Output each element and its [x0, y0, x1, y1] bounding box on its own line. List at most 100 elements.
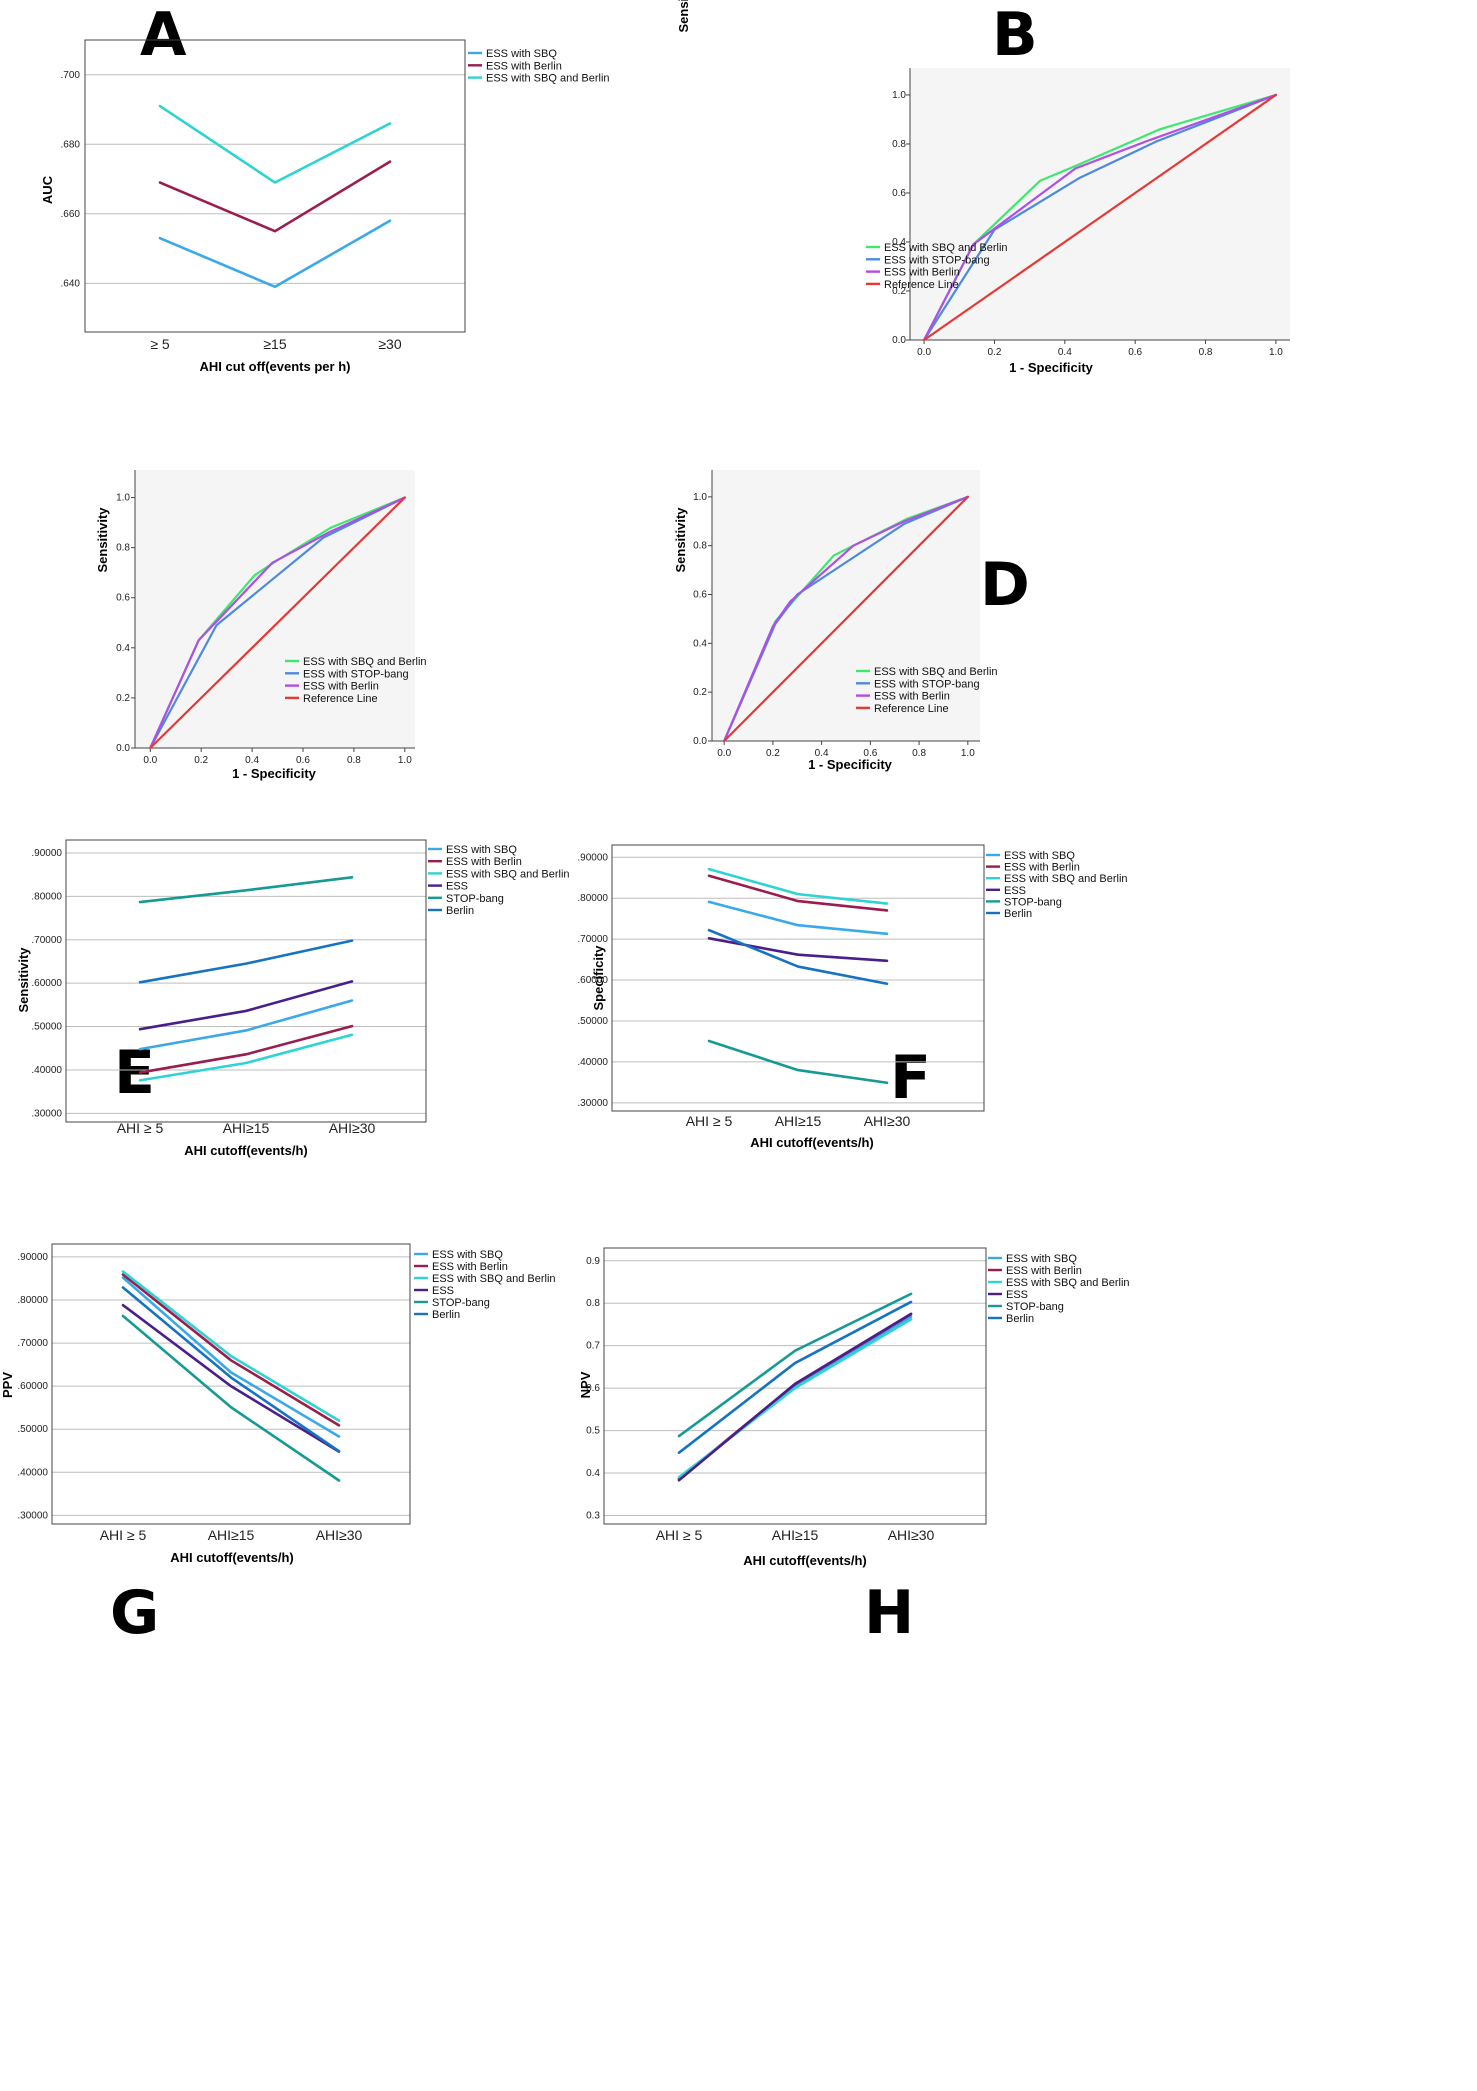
series-line-1 — [138, 999, 354, 1051]
legend-label: ESS with STOP-bang — [874, 678, 980, 690]
y-tick-label: .40000 — [17, 1467, 48, 1478]
y-tick-label: .90000 — [17, 1252, 48, 1263]
legend-label: STOP-bang — [446, 893, 504, 905]
series-line-1 — [158, 219, 392, 289]
legend-label: ESS with SBQ and Berlin — [432, 1273, 556, 1285]
panel-letter-a: A — [140, 0, 187, 70]
legend-label: STOP-bang — [432, 1297, 490, 1309]
legend-label: STOP-bang — [1006, 1301, 1064, 1313]
series-line-3 — [707, 867, 889, 905]
series-line-6 — [138, 939, 354, 984]
y-axis-title: PPV — [0, 1372, 15, 1398]
y-tick-label: .50000 — [31, 1022, 62, 1033]
legend-label: Reference Line — [884, 279, 959, 291]
y-tick-label: .40000 — [577, 1057, 608, 1068]
panel-d: D 0.0 0.2 0.4 0.6 0.8 1.0 0.0 0.2 0.4 0.6 0.8 1.0 1 … — [673, 470, 1477, 1050]
y-tick-label: 0.8 — [892, 139, 906, 150]
legend-label: ESS with STOP-bang — [884, 254, 990, 266]
series-line-5 — [677, 1292, 913, 1438]
y-tick-label: 0.4 — [586, 1468, 600, 1479]
series-line-3 — [922, 93, 1278, 342]
legend-label: Reference Line — [874, 703, 949, 715]
x-tick-label: AHI ≥ 5 — [686, 1113, 733, 1129]
legend-label: ESS with STOP-bang — [303, 668, 409, 680]
x-tick-label: ≥ 5 — [150, 336, 170, 352]
y-tick-label: .80000 — [17, 1295, 48, 1306]
legend-label: ESS with SBQ — [1006, 1253, 1077, 1265]
x-tick-label: AHI≥15 — [775, 1113, 822, 1129]
y-axis-title: AUC — [40, 175, 55, 204]
panel-b: B 0.0 0.2 0.4 0.6 0.8 1.0 0.0 0.2 0.4 0.6 0.8 1.0 1 … — [676, 0, 1477, 520]
plot-area — [712, 470, 980, 741]
x-tick-label: AHI ≥ 5 — [100, 1527, 147, 1543]
x-tick-label: 0.2 — [987, 347, 1001, 358]
y-tick-label: 0.4 — [693, 638, 707, 649]
x-tick-label: 0.8 — [912, 748, 926, 759]
y-tick-label: 1.0 — [693, 492, 707, 503]
legend-label: ESS with SBQ and Berlin — [303, 656, 427, 668]
series-line-4 — [138, 980, 354, 1031]
y-tick-label: .40000 — [31, 1065, 62, 1076]
series-line-1 — [121, 1276, 341, 1438]
plot-frame — [611, 844, 985, 1112]
legend-label: ESS with SBQ — [446, 844, 517, 856]
series-line-4 — [677, 1312, 913, 1482]
series-line-2 — [149, 496, 406, 750]
y-tick-label: .90000 — [31, 848, 62, 859]
x-tick-label: AHI≥30 — [888, 1527, 935, 1543]
y-tick-label: .70000 — [31, 935, 62, 946]
y-tick-label: .30000 — [577, 1098, 608, 1109]
plot-area — [910, 68, 1290, 340]
y-tick-label: .680 — [61, 139, 81, 150]
y-tick-label: 0.6 — [586, 1383, 600, 1394]
series-line-1 — [707, 900, 889, 936]
x-axis-title: AHI cut off(events per h) — [200, 359, 351, 374]
x-tick-label: 0.6 — [296, 755, 310, 766]
legend-label: ESS with SBQ and Berlin — [446, 868, 570, 880]
y-tick-label: 0.9 — [586, 1256, 600, 1267]
series-line-4 — [707, 937, 889, 963]
x-axis-title: 1 - Specificity — [1009, 360, 1094, 375]
panel-letter-b: B — [992, 0, 1038, 70]
y-tick-label: 0.8 — [116, 543, 130, 554]
x-tick-label: 0.6 — [863, 748, 877, 759]
legend-label: ESS with SBQ — [1004, 850, 1075, 862]
legend-label: ESS with SBQ and Berlin — [486, 73, 610, 85]
legend-label: Berlin — [432, 1309, 460, 1321]
y-tick-label: 0.5 — [586, 1426, 600, 1437]
x-axis-title: 1 - Specificity — [808, 757, 893, 772]
y-tick-label: .70000 — [577, 934, 608, 945]
y-tick-label: .640 — [61, 278, 81, 289]
series-line-2 — [707, 874, 889, 912]
legend-label: ESS with Berlin — [432, 1261, 508, 1273]
series-line-2 — [922, 93, 1278, 342]
y-tick-label: .660 — [61, 209, 81, 220]
legend-label: ESS with SBQ and Berlin — [884, 242, 1008, 254]
legend-label: Berlin — [1006, 1313, 1034, 1325]
chart-b: 0.0 0.2 0.4 0.6 0.8 1.0 0.0 0.2 0.4 0.6 0.8 1.0 1 - … — [676, 0, 1290, 375]
x-axis-title: AHI cutoff(events/h) — [750, 1135, 874, 1150]
y-tick-label: .80000 — [31, 891, 62, 902]
x-tick-label: 0.0 — [143, 755, 157, 766]
x-tick-label: 0.4 — [245, 755, 259, 766]
series-line-6 — [677, 1300, 913, 1454]
y-tick-label: 0.2 — [693, 687, 707, 698]
y-axis-title: Sensitivity — [16, 947, 31, 1013]
series-line-6 — [707, 928, 889, 986]
y-tick-label: 0.4 — [892, 237, 906, 248]
legend-label: ESS with Berlin — [486, 60, 562, 72]
series-line-2 — [121, 1273, 341, 1427]
y-tick-label: 1.0 — [116, 493, 130, 504]
x-tick-label: 0.4 — [1058, 347, 1072, 358]
series-line-6 — [121, 1286, 341, 1453]
chart-f: .30000 .40000 .50000 .60000 .70000 .80000 .900… — [577, 844, 1128, 1150]
y-tick-label: .70000 — [17, 1338, 48, 1349]
chart-c: 0.0 0.2 0.4 0.6 0.8 1.0 0.0 0.2 0.4 0.6 0.8 1.0 1 - … — [95, 470, 427, 781]
y-tick-label: 0.0 — [693, 736, 707, 747]
series-line-3 — [158, 104, 392, 184]
panel-letter-d: D — [980, 550, 1030, 620]
x-tick-label: 1.0 — [1269, 347, 1283, 358]
series-line-3 — [723, 495, 969, 743]
series-line-2 — [158, 160, 392, 233]
plot-frame — [65, 839, 427, 1123]
